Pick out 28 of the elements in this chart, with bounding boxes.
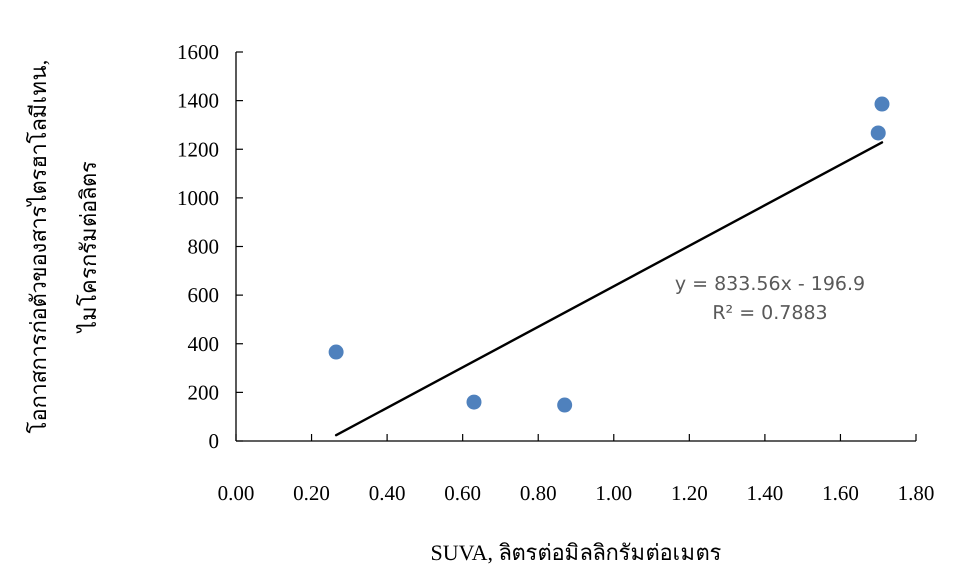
x-tick-label: 0.00 [218, 481, 254, 505]
x-tick-label: 1.20 [670, 481, 708, 505]
y-tick-label: 1400 [177, 88, 219, 113]
y-tick-label: 1600 [177, 40, 219, 64]
x-tick-label: 0.20 [293, 481, 330, 505]
x-axis-title: SUVA, ลิตรต่อมิลลิกรัมต่อเมตร [430, 540, 722, 565]
y-tick-label: 600 [188, 283, 219, 308]
annotation: y = 833.56x - 196.9 [674, 273, 866, 295]
y-axis-title: โอกาสการก่อตัวของสารไตรฮาโลมีเทน, ไมโครกรัมต่อลิตร [26, 60, 101, 434]
y-tick-label: 1000 [177, 186, 219, 210]
point [466, 394, 482, 410]
y-tick-label: 200 [188, 380, 219, 404]
point [874, 96, 890, 112]
x-tick-label: 1.80 [898, 481, 934, 505]
y-tick-label: 400 [188, 332, 219, 356]
x-tick-label: 0.80 [520, 481, 557, 505]
x-tick-label: 1.40 [746, 481, 784, 505]
y-tick-label: 0 [208, 429, 219, 453]
x-tick-label: 1.60 [822, 481, 859, 505]
annotation: R² = 0.7883 [712, 302, 828, 324]
point [328, 344, 344, 360]
x-tick-label: 0.40 [368, 481, 406, 505]
x-tick-label: 1.00 [595, 481, 632, 505]
y-tick-label: 1200 [177, 137, 219, 162]
point [870, 125, 886, 140]
point [557, 398, 572, 413]
x-tick-label: 0.60 [444, 481, 482, 505]
y-tick-label: 800 [188, 234, 219, 258]
